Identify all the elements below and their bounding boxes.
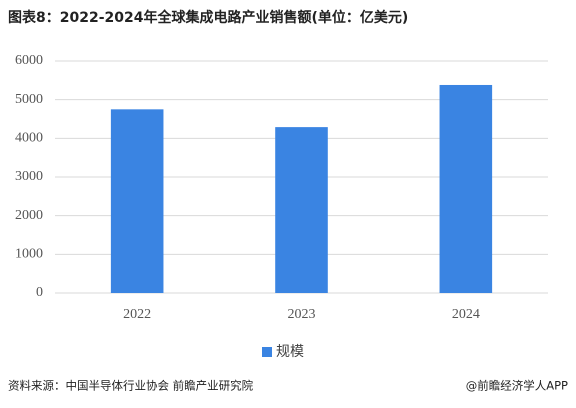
x-tick-label: 2023 bbox=[288, 307, 316, 322]
y-tick-label: 1000 bbox=[15, 247, 43, 262]
source-note: 资料来源：中国半导体行业协会 前瞻产业研究院 bbox=[8, 379, 254, 393]
x-tick-label: 2024 bbox=[452, 307, 480, 322]
bar bbox=[275, 127, 328, 294]
y-tick-label: 2000 bbox=[15, 208, 43, 223]
chart-title: 图表8：2022-2024年全球集成电路产业销售额(单位：亿美元) bbox=[8, 9, 408, 26]
bar bbox=[110, 109, 164, 293]
legend-swatch bbox=[262, 347, 272, 357]
credit: @前瞻经济学人APP bbox=[466, 379, 568, 393]
y-tick-label: 6000 bbox=[15, 53, 43, 68]
y-tick-label: 3000 bbox=[15, 169, 43, 184]
legend-label: 规模 bbox=[276, 344, 304, 360]
y-tick-label: 4000 bbox=[15, 131, 43, 146]
x-tick-label: 2022 bbox=[123, 307, 151, 322]
y-tick-label: 0 bbox=[36, 285, 43, 300]
y-tick-label: 5000 bbox=[15, 92, 43, 107]
bar bbox=[439, 84, 493, 294]
